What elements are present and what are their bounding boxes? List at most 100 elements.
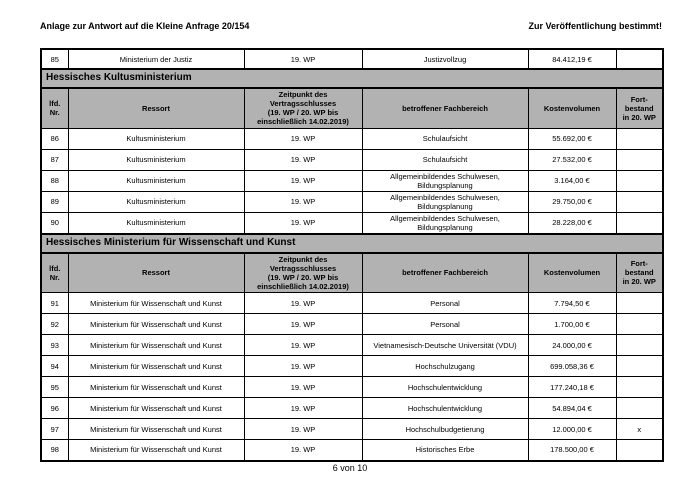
cell-zeitpunkt-vertragsschluss: 19. WP [243, 313, 363, 335]
cell-fachbereich: Allgemeinbildendes Schulwesen, Bildungsp… [361, 169, 529, 192]
column-header-fortbestand: Fort- bestand in 20. WP [615, 252, 664, 293]
page-number: 6 von 10 [332, 463, 368, 473]
column-header-lfd-nr: lfd. Nr. [40, 252, 69, 293]
column-header-fortbestand: Fort- bestand in 20. WP [615, 87, 664, 129]
cell-lfd-nr: 97 [40, 418, 69, 440]
cell-fortbestand [615, 376, 664, 398]
contracts-table-body: 85 Ministerium der Justiz 19. WP Justizvoll… [40, 48, 664, 461]
section-title: Hessisches Kultusministerium [40, 68, 664, 89]
cell-kostenvolumen: 28.228,00 € [527, 211, 617, 234]
cell-lfd-nr: 93 [40, 334, 69, 356]
cell-kostenvolumen: 55.692,00 € [527, 127, 617, 150]
column-header-row: lfd. Nr. Ressort Zeitpunkt des Vertragssch… [40, 87, 664, 129]
cell-fachbereich: Historisches Erbe [361, 439, 529, 461]
column-header-kostenvolumen: Kostenvolumen [527, 252, 617, 293]
table-row: 91 Ministerium für Wissenschaft und Kunst… [40, 292, 664, 314]
cell-fachbereich: Hochschulentwicklung [361, 376, 529, 398]
cell-lfd-nr: 88 [40, 169, 69, 192]
cell-ressort: Ministerium für Wissenschaft und Kunst [67, 376, 245, 398]
cell-lfd-nr: 87 [40, 148, 69, 171]
column-header-lfd-nr: lfd. Nr. [40, 87, 69, 129]
cell-fortbestand [615, 439, 664, 461]
column-header-zeitpunkt-vertragsschluss: Zeitpunkt des Vertragsschlusses (19. WP … [243, 87, 363, 129]
cell-kostenvolumen: 1.700,00 € [527, 313, 617, 335]
column-header-zeitpunkt-vertragsschluss: Zeitpunkt des Vertragsschlusses (19. WP … [243, 252, 363, 293]
cell-fortbestand [615, 397, 664, 419]
cell-kostenvolumen: 27.532,00 € [527, 148, 617, 171]
cell-zeitpunkt-vertragsschluss: 19. WP [243, 211, 363, 234]
cell-zeitpunkt-vertragsschluss: 19. WP [243, 355, 363, 377]
table-row: 89 Kultusministerium 19. WP Allgemeinbilden… [40, 190, 664, 213]
cell-kostenvolumen: 29.750,00 € [527, 190, 617, 213]
cell-kostenvolumen: 699.058,36 € [527, 355, 617, 377]
cell-lfd-nr: 95 [40, 376, 69, 398]
cell-fortbestand [615, 355, 664, 377]
cell-kostenvolumen: 178.500,00 € [527, 439, 617, 461]
table-row: 95 Ministerium für Wissenschaft und Kunst… [40, 376, 664, 398]
cell-fortbestand [615, 292, 664, 314]
cell-fortbestand [615, 169, 664, 192]
cell-zeitpunkt-vertragsschluss: 19. WP [243, 334, 363, 356]
cell-fachbereich: Vietnamesisch-Deutsche Universität (VDU) [361, 334, 529, 356]
cell-zeitpunkt-vertragsschluss: 19. WP [243, 190, 363, 213]
cell-fachbereich: Allgemeinbildendes Schulwesen, Bildungsp… [361, 190, 529, 213]
cell-fachbereich: Allgemeinbildendes Schulwesen, Bildungsp… [361, 211, 529, 234]
cell-lfd-nr: 98 [40, 439, 69, 461]
section-title-row: Hessisches Kultusministerium [40, 68, 664, 89]
table-row: 93 Ministerium für Wissenschaft und Kunst… [40, 334, 664, 356]
cell-kostenvolumen: 12.000,00 € [527, 418, 617, 440]
table-row: 85 Ministerium der Justiz 19. WP Justizvoll… [40, 48, 664, 70]
cell-fortbestand [615, 148, 664, 171]
cell-zeitpunkt-vertragsschluss: 19. WP [243, 397, 363, 419]
cell-kostenvolumen: 7.794,50 € [527, 292, 617, 314]
cell-lfd-nr: 91 [40, 292, 69, 314]
contracts-table: 85 Ministerium der Justiz 19. WP Justizvoll… [40, 48, 664, 462]
cell-ressort: Kultusministerium [67, 148, 245, 171]
cell-fortbestand [615, 190, 664, 213]
table-row: 90 Kultusministerium 19. WP Allgemeinbilden… [40, 211, 664, 234]
cell-fachbereich: Schulaufsicht [361, 148, 529, 171]
column-header-fachbereich: betroffener Fachbereich [361, 87, 529, 129]
cell-fachbereich: Personal [361, 292, 529, 314]
column-header-row: lfd. Nr. Ressort Zeitpunkt des Vertragssch… [40, 252, 664, 293]
cell-ressort: Kultusministerium [67, 211, 245, 234]
cell-zeitpunkt-vertragsschluss: 19. WP [243, 169, 363, 192]
cell-zeitpunkt-vertragsschluss: 19. WP [243, 148, 363, 171]
cell-kostenvolumen: 54.894,04 € [527, 397, 617, 419]
cell-kostenvolumen: 177.240,18 € [527, 376, 617, 398]
section-title-row: Hessisches Ministerium für Wissenschaft … [40, 232, 664, 254]
column-header-ressort: Ressort [67, 87, 245, 129]
cell-lfd-nr: 90 [40, 211, 69, 234]
cell-fachbereich: Personal [361, 313, 529, 335]
cell-ressort: Ministerium für Wissenschaft und Kunst [67, 397, 245, 419]
table-row: 94 Ministerium für Wissenschaft und Kunst… [40, 355, 664, 377]
cell-lfd-nr: 89 [40, 190, 69, 213]
cell-ressort: Ministerium für Wissenschaft und Kunst [67, 439, 245, 461]
publication-note: Zur Veröffentlichung bestimmt! [528, 21, 662, 31]
cell-zeitpunkt-vertragsschluss: 19. WP [243, 376, 363, 398]
table-row: 88 Kultusministerium 19. WP Allgemeinbilden… [40, 169, 664, 192]
cell-ressort: Ministerium für Wissenschaft und Kunst [67, 334, 245, 356]
cell-ressort: Ministerium für Wissenschaft und Kunst [67, 292, 245, 314]
cell-kostenvolumen: 84.412,19 € [527, 48, 617, 70]
cell-fachbereich: Hochschulentwicklung [361, 397, 529, 419]
cell-zeitpunkt-vertragsschluss: 19. WP [243, 439, 363, 461]
cell-fachbereich: Hochschulbudgetierung [361, 418, 529, 440]
cell-fortbestand: x [615, 418, 664, 440]
cell-fortbestand [615, 48, 664, 70]
cell-fachbereich: Schulaufsicht [361, 127, 529, 150]
document-title: Anlage zur Antwort auf die Kleine Anfrag… [40, 21, 250, 31]
cell-fachbereich: Hochschulzugang [361, 355, 529, 377]
table-row: 92 Ministerium für Wissenschaft und Kunst… [40, 313, 664, 335]
cell-ressort: Ministerium für Wissenschaft und Kunst [67, 355, 245, 377]
cell-kostenvolumen: 24.000,00 € [527, 334, 617, 356]
cell-lfd-nr: 96 [40, 397, 69, 419]
cell-ressort: Kultusministerium [67, 127, 245, 150]
section-title: Hessisches Ministerium für Wissenschaft … [40, 232, 664, 254]
column-header-kostenvolumen: Kostenvolumen [527, 87, 617, 129]
table-row: 87 Kultusministerium 19. WP Schulaufsicht 27… [40, 148, 664, 171]
cell-ressort: Ministerium für Wissenschaft und Kunst [67, 418, 245, 440]
cell-lfd-nr: 92 [40, 313, 69, 335]
cell-zeitpunkt-vertragsschluss: 19. WP [243, 48, 363, 70]
